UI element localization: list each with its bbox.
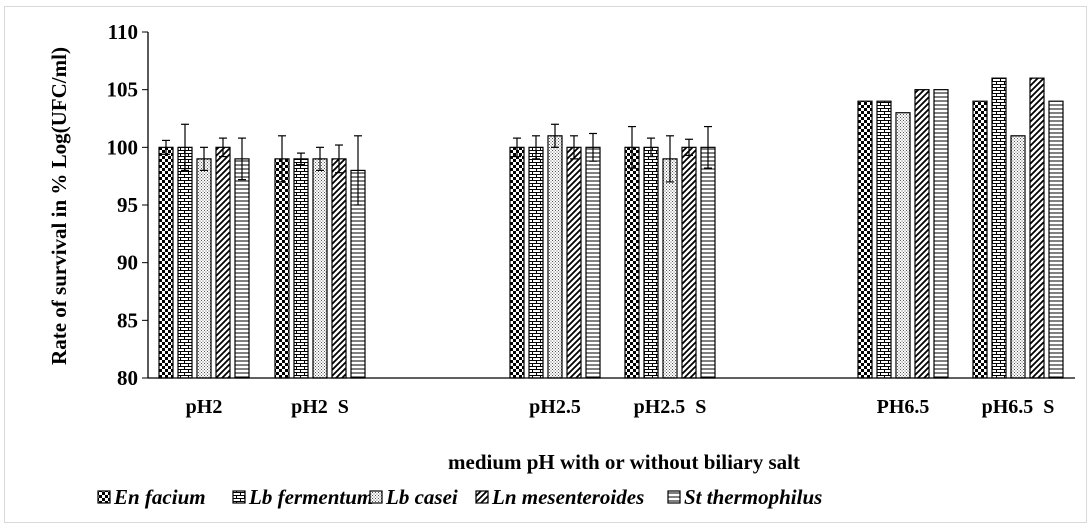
bar [585, 146, 601, 379]
x-tick-label: PH6.5 [877, 396, 930, 418]
y-tick-label: 105 [107, 78, 139, 102]
legend-item: En facium [97, 485, 206, 509]
error-bar [513, 137, 521, 158]
legend-swatch [232, 490, 246, 504]
legend-label: Lb casei [385, 485, 458, 509]
bars-layer [158, 77, 1064, 379]
bar [914, 89, 930, 379]
bar [331, 158, 347, 379]
bar [215, 146, 231, 379]
legend-label: St thermophilus [684, 485, 822, 509]
bar [681, 146, 697, 379]
legend-label: En facium [113, 485, 206, 509]
legend-item: Lb casei [369, 485, 458, 509]
bar [196, 158, 212, 379]
legend: En facium Lb fermentum Lb casei Ln mesenter… [97, 485, 822, 509]
legend-item: St thermophilus [667, 485, 822, 509]
error-bar [551, 123, 559, 148]
error-bar [335, 144, 343, 174]
bar [177, 146, 193, 379]
y-axis-ticks: 80 85 90 95 100 105 110 [107, 20, 148, 390]
error-bar [316, 146, 324, 171]
legend-label: Lb fermentum [248, 485, 373, 509]
bar [293, 158, 309, 379]
error-bar [685, 138, 693, 157]
bar [158, 146, 174, 379]
bar [566, 146, 582, 379]
bar [895, 112, 911, 379]
error-bar [354, 135, 362, 206]
y-tick-label: 110 [108, 20, 138, 44]
error-bar [297, 152, 305, 166]
y-tick-label: 85 [117, 308, 138, 332]
bar [234, 158, 250, 379]
x-tick-label: pH2.5 [529, 396, 581, 418]
bar [1048, 100, 1064, 379]
bar [643, 146, 659, 379]
legend-label: Ln mesenteroides [491, 485, 644, 509]
bar [547, 135, 563, 379]
y-tick-label: 90 [117, 251, 138, 275]
error-bars-layer [162, 123, 712, 206]
error-bar [570, 135, 578, 160]
bar [876, 100, 892, 379]
bar [509, 146, 525, 379]
bar [528, 146, 544, 379]
error-bar [278, 135, 286, 183]
x-tick-label: pH6.5 S [982, 396, 1055, 418]
error-bar [200, 146, 208, 171]
bar [700, 146, 716, 379]
error-bar [532, 135, 540, 160]
bar [972, 100, 988, 379]
bar [991, 77, 1007, 379]
error-bar [704, 125, 712, 169]
x-tick-label: pH2 S [291, 396, 349, 418]
y-tick-label: 95 [117, 193, 138, 217]
axes-layer [147, 32, 1075, 379]
error-bar [589, 132, 597, 162]
legend-item: Ln mesenteroides [475, 485, 644, 509]
error-bar [181, 123, 189, 171]
y-axis-label: Rate of survival in % Log(UFC/ml) [47, 47, 71, 365]
x-axis-categories: pH2 pH2 S pH2.5 pH2.5 S PH6.5 pH6.5 S [186, 396, 1055, 418]
bar [933, 89, 949, 379]
x-axis-label: medium pH with or without biliary salt [448, 450, 800, 474]
error-bar [238, 137, 246, 181]
error-bar [162, 139, 170, 155]
bar [1010, 135, 1026, 379]
bar [662, 158, 678, 379]
legend-swatch [369, 490, 383, 504]
bar [312, 158, 328, 379]
y-tick-label: 100 [107, 135, 139, 159]
error-bar [628, 125, 636, 169]
bar [1029, 77, 1045, 379]
bar [624, 146, 640, 379]
legend-swatch [667, 490, 681, 504]
error-bar [666, 135, 674, 183]
x-tick-label: pH2 [186, 396, 223, 418]
legend-item: Lb fermentum [232, 485, 373, 509]
y-tick-label: 80 [117, 366, 138, 390]
error-bar [219, 137, 227, 158]
legend-swatch [475, 490, 489, 504]
bar [857, 100, 873, 379]
chart-frame [4, 6, 1087, 523]
legend-swatch [97, 490, 111, 504]
x-tick-label: pH2.5 S [634, 396, 707, 418]
error-bar [647, 137, 655, 158]
bar [274, 158, 290, 379]
